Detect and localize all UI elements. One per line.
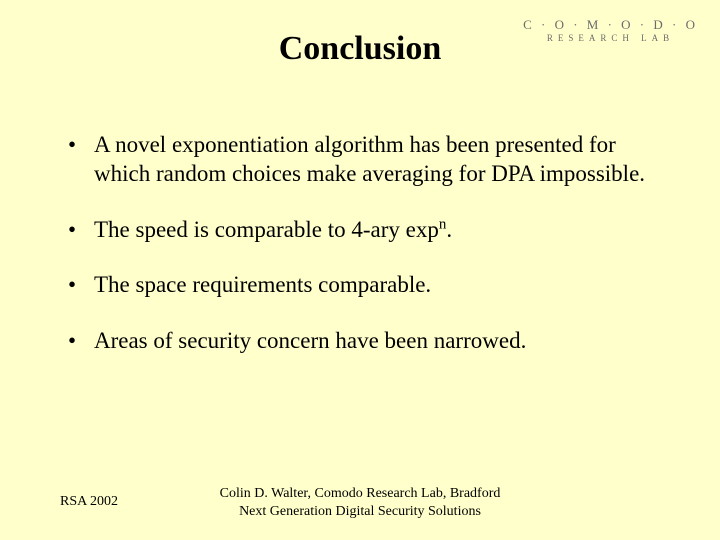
bullet-item: Areas of security concern have been narr…	[60, 326, 660, 355]
slide-footer: RSA 2002 Colin D. Walter, Comodo Researc…	[0, 485, 720, 520]
bullet-text: A novel exponentiation algorithm has bee…	[94, 132, 645, 186]
footer-left: RSA 2002	[60, 494, 118, 510]
bullet-text: The speed is comparable to 4-ary exp	[94, 217, 439, 242]
bullet-item: The speed is comparable to 4-ary expn.	[60, 215, 660, 244]
bullet-item: A novel exponentiation algorithm has bee…	[60, 130, 660, 189]
bullet-list: A novel exponentiation algorithm has bee…	[60, 130, 660, 381]
bullet-text-suffix: .	[446, 217, 452, 242]
slide-title: Conclusion	[0, 30, 720, 68]
bullet-item: The space requirements comparable.	[60, 270, 660, 299]
bullet-text: Areas of security concern have been narr…	[94, 328, 526, 353]
bullet-text: The space requirements comparable.	[94, 272, 431, 297]
